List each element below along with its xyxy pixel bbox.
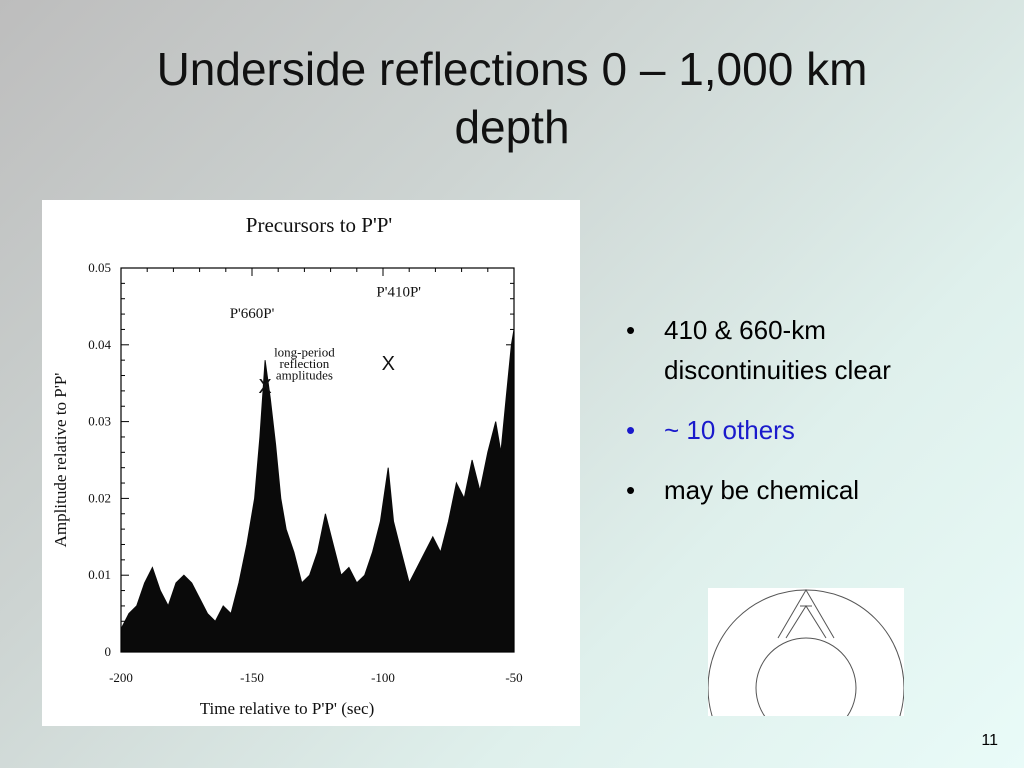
y-tick-label: 0.03 [88, 414, 111, 429]
bullet-text-1: 410 & 660-km discontinuities clear [664, 315, 891, 385]
precursors-chart: Precursors to P'P' -200 -150 -100 -50 0 0.01 0… [51, 213, 523, 718]
slide-title: Underside reflections 0 – 1,000 km depth [40, 40, 984, 156]
ray-path-inner [785, 605, 827, 639]
bullet-dot-icon: • [626, 475, 636, 505]
chart-series [120, 329, 515, 653]
x-marker: X [382, 353, 395, 375]
earth-outer-circle [708, 589, 904, 716]
y-tick-label: 0.05 [88, 260, 111, 275]
chart-annotation: long-period [274, 344, 335, 359]
x-tick-label: -150 [240, 670, 264, 685]
ray-path-outer [777, 589, 835, 639]
bullet-item-3: • may be chemical [620, 470, 920, 510]
x-marker: X [258, 376, 271, 398]
chart-title: Precursors to P'P' [246, 213, 392, 237]
bullet-item-1: • 410 & 660-km discontinuities clear [620, 310, 920, 390]
x-tick-label: -200 [109, 670, 133, 685]
chart-annotation: P'410P' [376, 284, 421, 300]
chart-annotation: P'660P' [230, 306, 275, 322]
chart-annotations: P'660P' P'410P' long-periodreflectionampli… [230, 284, 422, 398]
bullet-list: • 410 & 660-km discontinuities clear • ~… [620, 310, 920, 530]
slide-title-line-1: Underside reflections 0 – 1,000 km [156, 43, 868, 95]
bullet-dot-icon: • [626, 415, 636, 445]
earth-core-circle [755, 637, 857, 716]
chart-annotation: reflection [279, 356, 329, 371]
bullet-text-3: may be chemical [664, 475, 860, 505]
x-axis-label: Time relative to P'P' (sec) [200, 699, 375, 718]
y-tick-label: 0 [105, 644, 112, 659]
x-tick-label: -50 [505, 670, 522, 685]
bullet-item-2: • ~ 10 others [620, 410, 920, 450]
y-tick-label: 0.02 [88, 490, 111, 505]
y-axis-label: Amplitude relative to P'P' [51, 373, 70, 548]
y-tick-label: 0.01 [88, 567, 111, 582]
precursors-chart-panel: Precursors to P'P' -200 -150 -100 -50 0 0.01 0… [42, 200, 580, 726]
y-tick-label: 0.04 [88, 337, 111, 352]
amplitude-area [120, 329, 515, 653]
plot-frame [120, 267, 515, 653]
slide-title-line-2: depth [454, 101, 570, 153]
bullet-text-2: ~ 10 others [664, 415, 795, 445]
slide-number: 11 [981, 732, 998, 749]
bullet-dot-icon: • [626, 315, 636, 345]
x-tick-label: -100 [371, 670, 395, 685]
earth-cross-section-icon [708, 589, 904, 716]
chart-annotation: amplitudes [276, 367, 333, 382]
earth-ray-diagram [708, 588, 904, 716]
